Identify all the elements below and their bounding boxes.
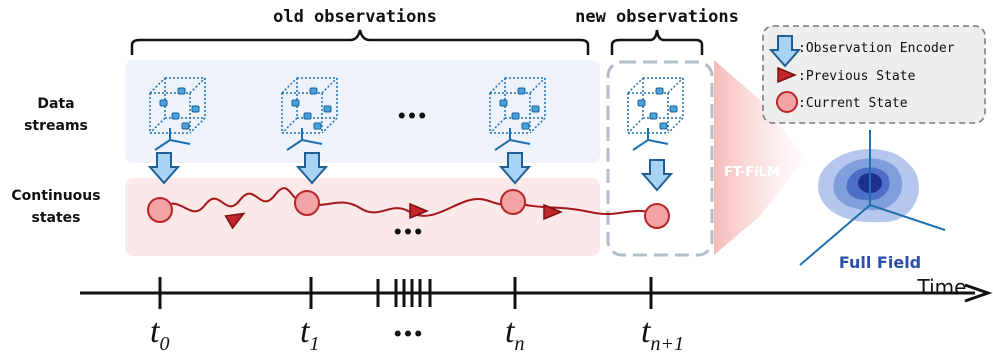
current-state	[295, 191, 319, 215]
tick-sub: n+1	[650, 333, 684, 355]
state-panel	[125, 178, 600, 256]
states-label: Continuous states	[11, 188, 100, 226]
tick-label: tn+1	[641, 313, 684, 355]
legend-text: :Observation Encoder	[798, 41, 955, 56]
encoder-arrow	[643, 160, 671, 190]
full-field	[800, 130, 945, 265]
ellipsis: •••	[393, 325, 424, 345]
text: streams	[24, 118, 88, 134]
text: Continuous	[11, 188, 100, 204]
ellipsis: •••	[397, 107, 428, 127]
new-brace	[612, 30, 702, 55]
tick-label: tn	[505, 313, 524, 355]
new-label: new observations	[575, 7, 739, 27]
old-brace	[132, 30, 588, 55]
data-label: Data streams	[24, 96, 88, 134]
tick-label: t1	[300, 313, 319, 355]
tick-sub: n	[514, 333, 524, 355]
legend-text: :Previous State	[798, 69, 916, 84]
text: Data	[37, 96, 74, 112]
ellipsis: •••	[393, 223, 424, 243]
output-label: Full Field	[839, 253, 921, 272]
cube	[628, 78, 683, 150]
legend-circle	[777, 92, 797, 112]
body: old observations new observations Data st…	[0, 0, 993, 358]
diagram: old observations new observations Data st…	[0, 0, 993, 358]
page: {"header":{"old":"old observations","new…	[0, 0, 993, 358]
tick-sub: 1	[309, 333, 319, 355]
current-state	[148, 198, 172, 222]
old-label: old observations	[273, 7, 437, 27]
current-state	[501, 190, 525, 214]
text: states	[32, 210, 81, 226]
time-label: Time	[917, 275, 967, 299]
model-label: FT-FiLM	[724, 165, 780, 180]
tick-label: t0	[150, 313, 169, 355]
legend-text: :Current State	[798, 96, 908, 111]
tick-sub: 0	[159, 333, 169, 355]
current-state	[645, 204, 669, 228]
